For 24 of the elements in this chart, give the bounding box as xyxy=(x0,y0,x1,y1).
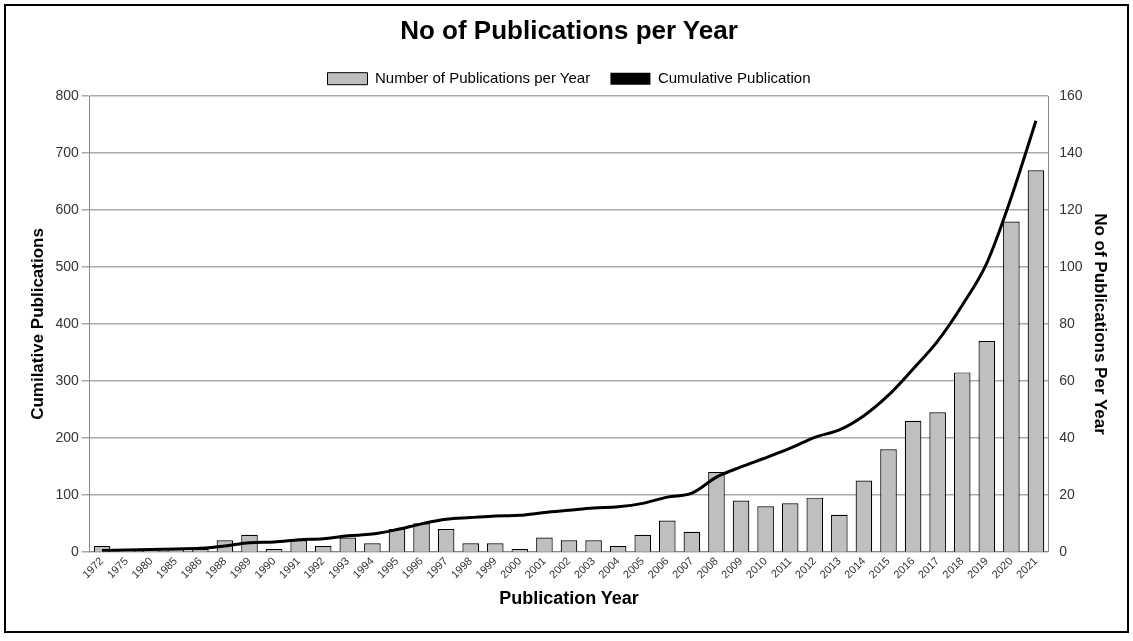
y-tick-label: 300 xyxy=(55,371,79,388)
y-tick-label: 100 xyxy=(55,485,79,502)
y-tick-label: 400 xyxy=(55,314,79,331)
y2-tick-label: 120 xyxy=(1059,200,1083,217)
y-tick-label: 200 xyxy=(55,428,79,445)
y2-tick-label: 100 xyxy=(1059,257,1083,274)
y-tick-label: 800 xyxy=(55,87,79,104)
y-tick-label: 500 xyxy=(55,257,79,274)
y2-tick-label: 160 xyxy=(1059,87,1083,104)
y-tick-label: 0 xyxy=(70,542,79,559)
y-tick-label: 600 xyxy=(55,200,79,217)
y2-tick-label: 80 xyxy=(1059,314,1076,331)
y-axis-title: Cumilative Publications xyxy=(27,228,47,420)
y-tick-label: 700 xyxy=(55,144,79,160)
chart-title: No of Publications per Year xyxy=(400,14,738,45)
y2-axis-title: No of Publications Per Year xyxy=(1091,213,1111,436)
y2-tick-label: 20 xyxy=(1059,485,1076,502)
y2-tick-label: 140 xyxy=(1059,144,1083,160)
x-axis-title: Publication Year xyxy=(499,588,639,609)
y2-tick-label: 40 xyxy=(1059,428,1076,445)
y2-tick-label: 0 xyxy=(1059,542,1068,559)
y2-tick-label: 60 xyxy=(1059,371,1076,388)
legend-label: Cumulative Publication xyxy=(657,68,811,86)
legend-label: Number of Publications per Year xyxy=(375,68,591,86)
